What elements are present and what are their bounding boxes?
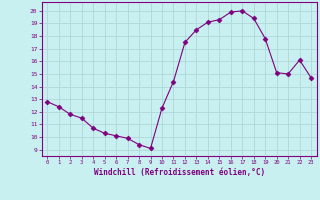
X-axis label: Windchill (Refroidissement éolien,°C): Windchill (Refroidissement éolien,°C) [94,168,265,177]
